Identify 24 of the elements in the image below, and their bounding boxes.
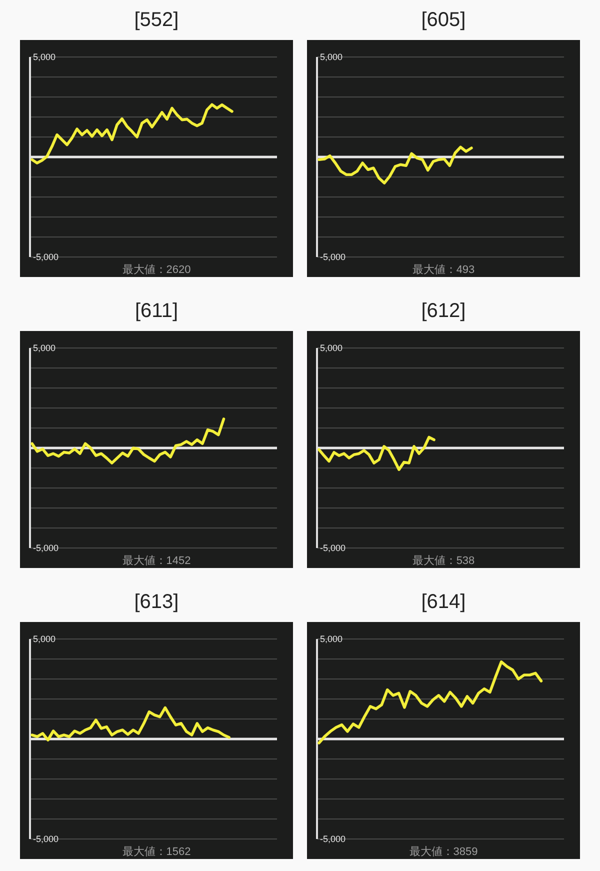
text: 最大値：1562 bbox=[122, 845, 191, 858]
y-tick-label: 5,000 bbox=[320, 634, 343, 644]
y-tick-label: -5,000 bbox=[320, 834, 346, 844]
text: 最大値：538 bbox=[412, 554, 475, 567]
text: 最大値：1452 bbox=[122, 554, 191, 567]
y-tick-label: 5,000 bbox=[33, 634, 56, 644]
y-tick-label: 5,000 bbox=[33, 52, 56, 62]
chart-title: [613] bbox=[134, 591, 179, 613]
chart-title: [612] bbox=[421, 300, 466, 322]
y-tick-label: -5,000 bbox=[320, 542, 346, 553]
y-tick-label: 5,000 bbox=[33, 342, 56, 353]
chart-title: [552] bbox=[134, 9, 179, 31]
y-tick-label: -5,000 bbox=[33, 252, 59, 262]
y-tick-label: 5,000 bbox=[320, 52, 343, 62]
y-tick-label: -5,000 bbox=[320, 252, 346, 262]
chart-title: [611] bbox=[135, 300, 178, 322]
chart-title: [605] bbox=[421, 9, 466, 31]
text: 最大値：3859 bbox=[409, 845, 478, 858]
y-tick-label: 5,000 bbox=[320, 342, 343, 353]
chart-title: [614] bbox=[421, 591, 466, 613]
y-tick-label: -5,000 bbox=[33, 834, 59, 844]
y-tick-label: -5,000 bbox=[33, 542, 59, 553]
text: 最大値：493 bbox=[412, 263, 475, 276]
text: 最大値：2620 bbox=[122, 263, 191, 276]
